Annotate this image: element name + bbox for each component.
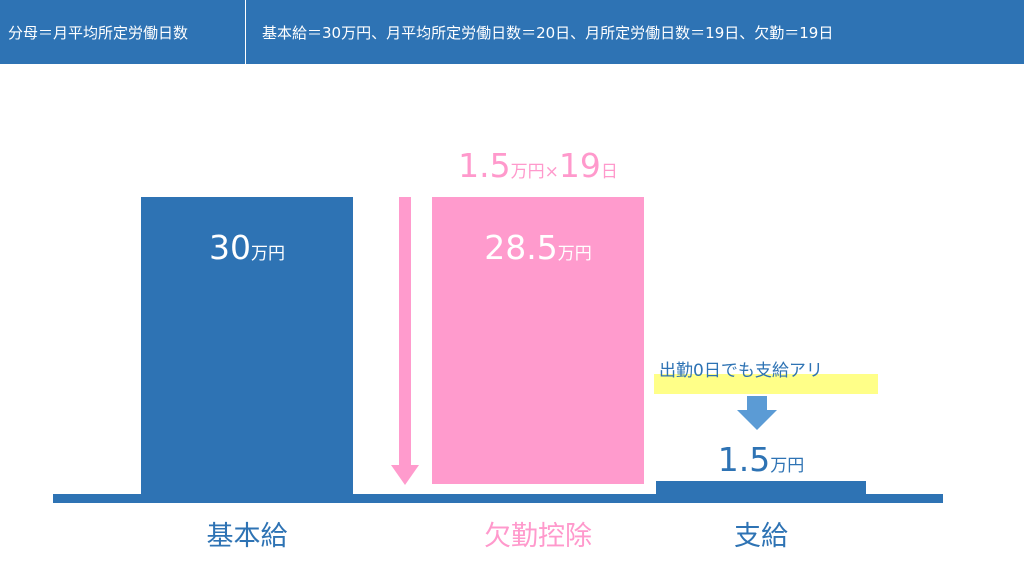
formula-unit: 万円× [510, 162, 559, 182]
bar-absence-deduction [432, 197, 644, 484]
header-conditions: 基本給＝30万円、月平均所定労働日数＝20日、月所定労働日数＝19日、欠勤＝19… [262, 23, 834, 42]
formula-value: 1.5 [458, 146, 511, 185]
bar-base-salary-value: 30 [209, 228, 251, 267]
pay-down-arrow-icon [737, 396, 777, 430]
formula-days: 19 [558, 146, 601, 185]
deduction-formula: 1.5万円×19日 [432, 146, 644, 185]
formula-day-unit: 日 [600, 162, 618, 182]
bar-absence-deduction-value: 28.5 [484, 228, 558, 267]
bar-pay-value-label: 1.5万円 [656, 440, 866, 479]
bar-base-salary-value-label: 30万円 [141, 228, 353, 267]
label-absence-deduction: 欠勤控除 [484, 521, 592, 552]
header-denominator: 分母＝月平均所定労働日数 [0, 0, 246, 64]
baseline [53, 494, 943, 503]
bar-pay [656, 481, 866, 497]
bar-pay-value: 1.5 [717, 440, 771, 479]
label-pay: 支給 [734, 521, 788, 552]
header-bar: 分母＝月平均所定労働日数 基本給＝30万円、月平均所定労働日数＝20日、月所定労… [0, 0, 1024, 64]
note-highlight [654, 374, 878, 394]
bar-absence-deduction-value-label: 28.5万円 [432, 228, 644, 267]
bar-pay-unit: 万円 [770, 456, 805, 476]
bar-absence-deduction-unit: 万円 [557, 244, 592, 264]
note-text: 出勤0日でも支給アリ [659, 361, 823, 381]
label-base-salary: 基本給 [206, 521, 288, 552]
bar-base-salary [141, 197, 353, 497]
bar-base-salary-unit: 万円 [251, 244, 285, 264]
deduction-down-arrow-icon [391, 197, 419, 485]
